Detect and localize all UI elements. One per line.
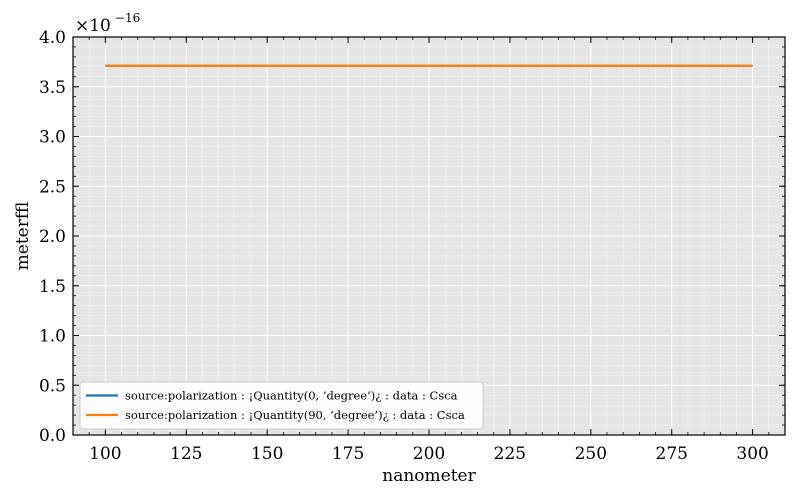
x-tick-label: 125 (170, 444, 202, 464)
y-tick-label: 3.0 (39, 128, 66, 148)
y-tick-label: 0.0 (39, 426, 66, 446)
y-multiplier-base: ×10 (75, 16, 111, 36)
x-tick-label: 100 (89, 444, 121, 464)
y-tick-label: 2.5 (39, 177, 66, 197)
y-tick-label: 4.0 (39, 28, 66, 48)
legend: source:polarization : ¡Quantity(0, ’degr… (79, 381, 484, 430)
y-tick-label: 1.5 (39, 277, 66, 297)
x-tick-label: 175 (332, 444, 364, 464)
y-tick-label: 0.5 (39, 376, 66, 396)
x-tick-label: 300 (736, 444, 768, 464)
legend-entry-1: source:polarization : ¡Quantity(90, ’deg… (125, 408, 465, 422)
x-axis-label: nanometer (382, 466, 476, 486)
x-tick-label: 275 (656, 444, 688, 464)
y-tick-label: 1.0 (39, 327, 66, 347)
x-tick-label: 200 (413, 444, 445, 464)
x-tick-label: 150 (251, 444, 283, 464)
y-multiplier: ×10 −16 (75, 11, 140, 36)
legend-box (79, 381, 484, 430)
x-tick-labels: 100 125 150 175 200 225 250 275 300 (89, 444, 769, 464)
y-axis-label: meterffl (13, 202, 33, 271)
y-tick-label: 2.0 (39, 227, 66, 247)
plot-frame (72, 36, 786, 436)
y-multiplier-exponent: −16 (115, 11, 140, 25)
x-tick-label: 225 (494, 444, 526, 464)
y-tick-labels: 0.0 0.5 1.0 1.5 2.0 2.5 3.0 3.5 4.0 (39, 28, 66, 446)
x-tick-label: 250 (575, 444, 607, 464)
legend-entry-0: source:polarization : ¡Quantity(0, ’degr… (125, 389, 458, 403)
y-tick-label: 3.5 (39, 78, 66, 98)
